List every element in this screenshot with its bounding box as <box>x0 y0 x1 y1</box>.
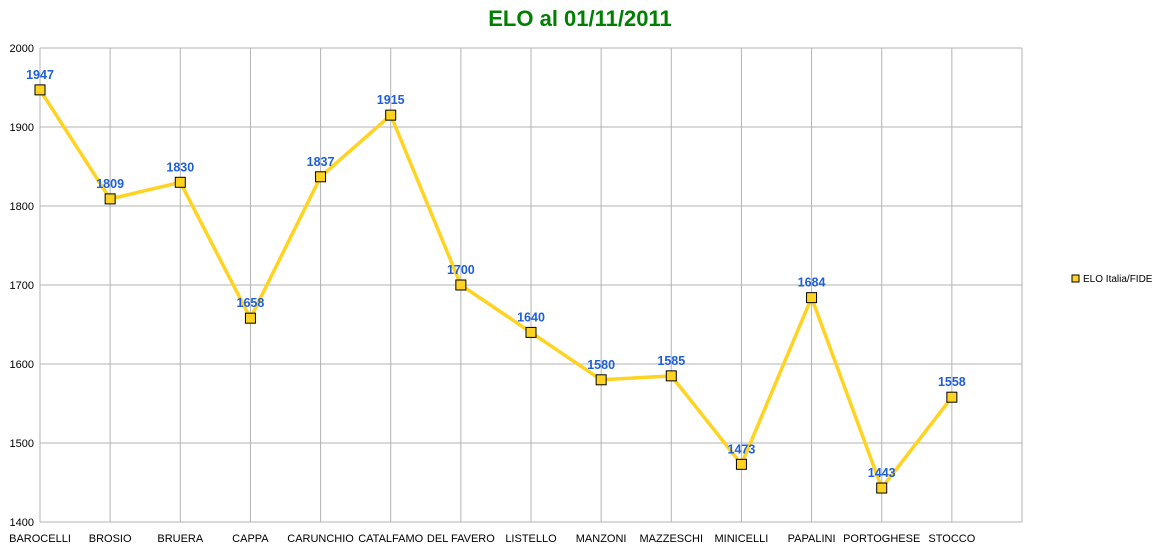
x-tick-label: STOCCO <box>928 533 975 545</box>
x-tick-label: MANZONI <box>576 533 627 545</box>
data-point <box>244 312 256 324</box>
legend: ELO Italia/FIDE <box>1071 274 1153 285</box>
data-point <box>104 193 116 205</box>
data-point <box>315 171 327 183</box>
x-tick-label: BAROCELLI <box>9 533 71 545</box>
chart-title: ELO al 01/11/2011 <box>488 6 671 31</box>
data-label: 1658 <box>237 296 265 310</box>
y-tick-label: 1600 <box>10 359 34 371</box>
data-label: 1580 <box>587 358 615 372</box>
data-label: 1947 <box>26 68 54 82</box>
data-label: 1700 <box>447 263 475 277</box>
data-point <box>455 279 467 291</box>
data-point <box>385 109 397 121</box>
data-labels: 1947 1809 1830 1658 1837 1915 1700 1640 1580 1585… <box>26 68 966 480</box>
x-tick-label: CAPPA <box>232 533 269 545</box>
data-label: 1684 <box>798 276 826 290</box>
data-point <box>665 370 677 382</box>
y-tick-label: 1500 <box>10 438 34 450</box>
data-label: 1443 <box>868 466 896 480</box>
x-tick-label: BRUERA <box>157 533 204 545</box>
x-tick-label: MINICELLI <box>715 533 769 545</box>
x-tick-label: MAZZESCHI <box>640 533 704 545</box>
data-label: 1473 <box>728 442 756 456</box>
data-point <box>876 482 888 494</box>
y-tick-label: 1400 <box>10 517 34 529</box>
data-point <box>806 292 818 304</box>
series-line-layer <box>38 88 954 490</box>
y-tick-label: 1700 <box>10 280 34 292</box>
grid-lines <box>39 47 1023 523</box>
y-tick-label: 1900 <box>10 122 34 134</box>
data-label: 1915 <box>377 93 405 107</box>
legend-label: ELO Italia/FIDE <box>1083 274 1153 285</box>
data-label: 1830 <box>166 160 194 174</box>
x-tick-label: CARUNCHIO <box>287 533 354 545</box>
data-label: 1585 <box>657 354 685 368</box>
x-tick-label: CATALFAMO <box>358 533 423 545</box>
data-label: 1837 <box>307 155 335 169</box>
x-tick-label: DEL FAVERO <box>427 533 495 545</box>
data-label: 1558 <box>938 375 966 389</box>
data-point <box>525 326 537 338</box>
data-markers <box>34 84 958 494</box>
x-tick-label: PAPALINI <box>788 533 836 545</box>
data-point <box>34 84 46 96</box>
y-tick-label: 2000 <box>10 43 34 55</box>
legend-swatch <box>1071 274 1080 283</box>
data-point <box>946 391 958 403</box>
x-tick-label: LISTELLO <box>505 533 557 545</box>
data-label: 1640 <box>517 310 545 324</box>
data-point <box>174 176 186 188</box>
y-tick-label: 1800 <box>10 201 34 213</box>
data-point <box>595 374 607 386</box>
series-line <box>38 88 954 490</box>
data-label: 1809 <box>96 177 124 191</box>
data-point <box>735 458 747 470</box>
x-tick-label: PORTOGHESE <box>843 533 920 545</box>
axes: 1400 1500 1600 1700 1800 1900 2000 BAROCELLI BRO… <box>9 43 1022 545</box>
x-tick-label: BROSIO <box>89 533 132 545</box>
